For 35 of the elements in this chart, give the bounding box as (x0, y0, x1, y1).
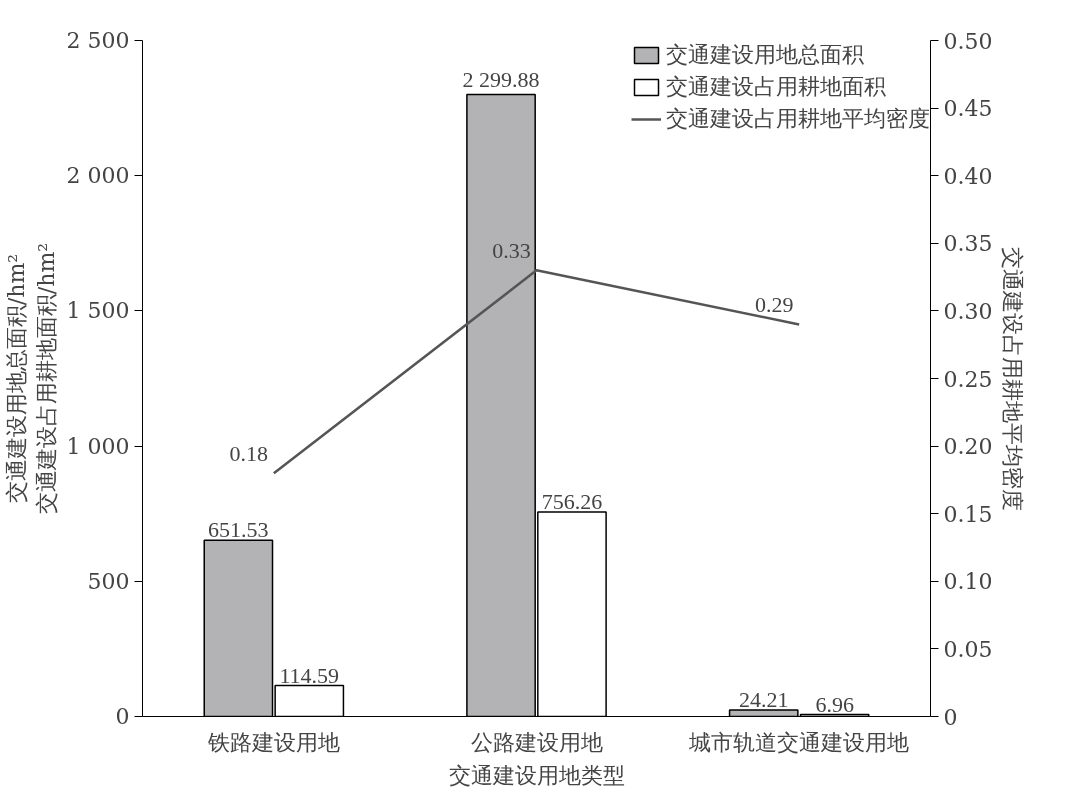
data-label: 0.18 (229, 441, 269, 467)
data-label: 6.96 (815, 691, 854, 717)
y-tick-label: 2 000 (66, 163, 130, 189)
y-tick-label: 0 (115, 704, 130, 729)
y-tick-label: 1 000 (66, 433, 130, 459)
data-label: 24.21 (738, 686, 789, 712)
y2-tick-label: 0.30 (943, 298, 993, 324)
x-axis-title: 交通建设用地类型 (448, 762, 625, 788)
x-tick-label: 城市轨道交通建设用地 (688, 729, 910, 755)
data-label: 651.53 (208, 517, 269, 543)
y2-tick-label: 0.50 (943, 28, 993, 54)
data-label: 756.26 (541, 489, 603, 515)
y2-tick-label: 0.05 (943, 636, 993, 662)
y-tick-label: 2 500 (66, 28, 130, 53)
legend-label: 交通建设用地总面积 (666, 41, 864, 69)
y2-tick-label: 0.20 (943, 434, 993, 460)
data-label: 0.33 (492, 238, 531, 264)
y-tick-label: 500 (87, 568, 130, 594)
legend-label: 交通建设占用耕地平均密度 (666, 105, 930, 133)
y2-tick-label: 0.35 (943, 231, 993, 257)
y2-tick-label: 0.45 (943, 96, 993, 122)
y2-tick-label: 0.40 (943, 163, 993, 189)
data-label: 2 299.88 (462, 66, 540, 92)
x-tick-label: 公路建设用地 (470, 729, 603, 755)
y2-tick-label: 0.15 (943, 501, 993, 527)
data-label: 0.29 (754, 292, 794, 318)
y2-tick-label: 0 (943, 704, 958, 730)
x-tick-label: 铁路建设用地 (206, 729, 340, 755)
y2-tick-label: 0.10 (943, 569, 993, 595)
y2-tick-label: 0.25 (943, 366, 993, 392)
data-label: 114.59 (279, 662, 340, 688)
y-axis-title: 交通建设用地总面积/hm² 交通建设占用耕地面积/hm² (3, 242, 59, 515)
legend-label: 交通建设占用耕地面积 (666, 73, 886, 101)
y2-axis-title: 交通建设占用耕地平均密度 (1000, 246, 1026, 511)
y-tick-label: 1 500 (66, 298, 130, 324)
